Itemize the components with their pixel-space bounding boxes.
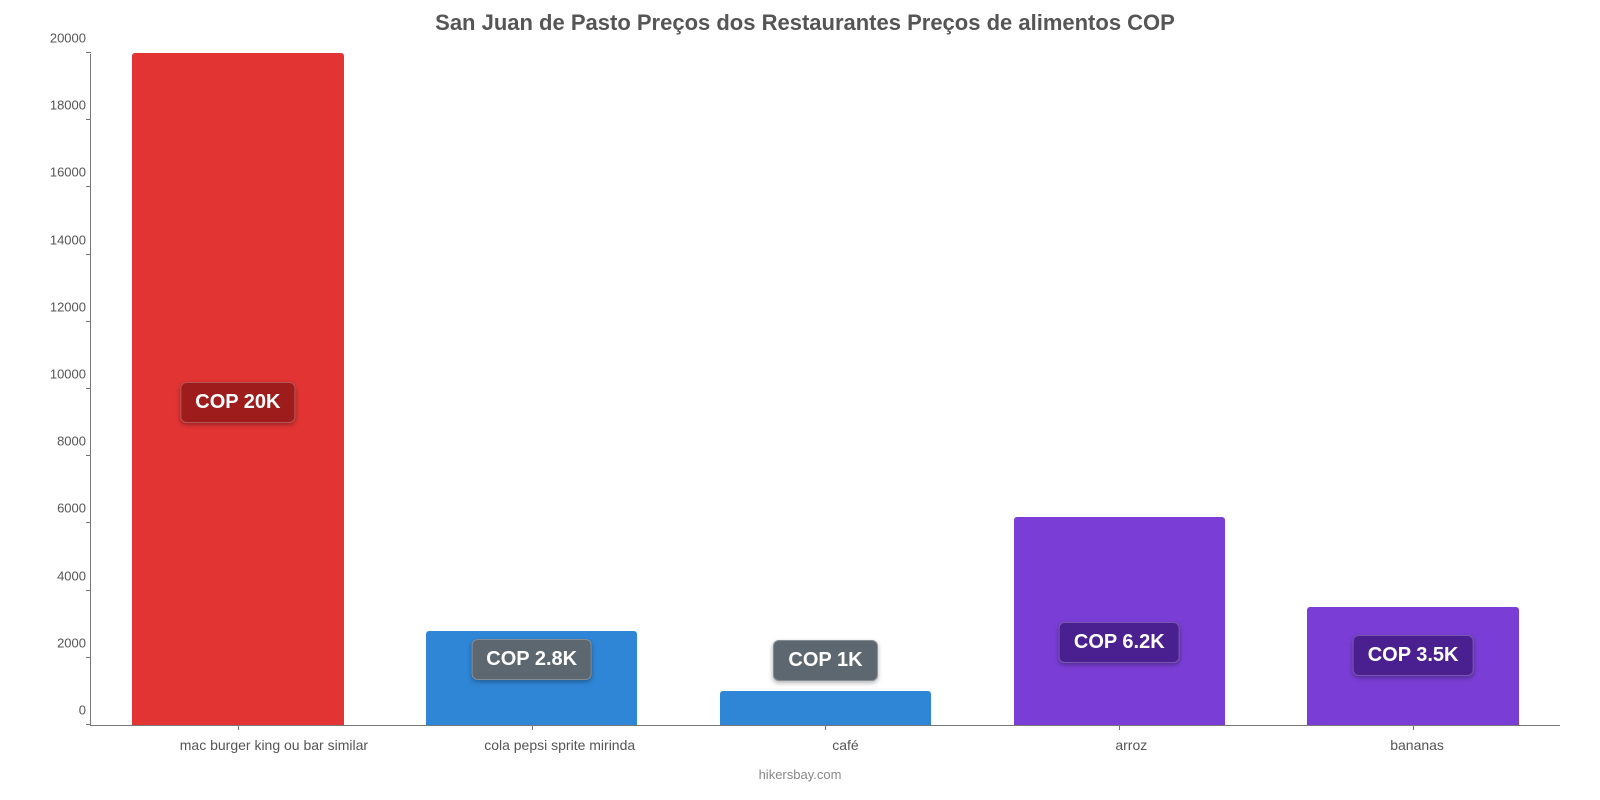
x-tick-label: mac burger king ou bar similar (131, 737, 417, 753)
bar: COP 6.2K (1014, 517, 1226, 725)
bar-slot: COP 2.8K (385, 54, 679, 725)
x-axis: mac burger king ou bar similarcola pepsi… (131, 737, 1560, 753)
y-tick-label: 2000 (41, 635, 86, 650)
y-tick-label: 8000 (41, 434, 86, 449)
x-tick-label: cola pepsi sprite mirinda (417, 737, 703, 753)
bar-value-label: COP 2.8K (471, 639, 592, 680)
bars-region: COP 20K COP 2.8K COP 1K COP 6.2K COP 3.5K (91, 54, 1560, 725)
x-tick-mark (238, 725, 239, 730)
bar-slot: COP 3.5K (1266, 54, 1560, 725)
bar: COP 1K (720, 691, 932, 725)
bar-value-label: COP 20K (180, 382, 295, 423)
x-tick-label: arroz (988, 737, 1274, 753)
bar-value-label: COP 6.2K (1059, 622, 1180, 663)
y-tick-label: 4000 (41, 568, 86, 583)
chart-title: San Juan de Pasto Preços dos Restaurante… (50, 10, 1560, 36)
y-tick-mark (86, 254, 91, 255)
y-tick-label: 20000 (41, 31, 86, 46)
y-tick-mark (86, 119, 91, 120)
y-tick-mark (86, 657, 91, 658)
x-tick-mark (532, 725, 533, 730)
bar-value-label: COP 3.5K (1353, 635, 1474, 676)
y-tick-label: 10000 (41, 367, 86, 382)
x-tick-label: bananas (1274, 737, 1560, 753)
plot-area: 0200040006000800010000120001400016000180… (90, 54, 1560, 726)
x-tick-mark (1413, 725, 1414, 730)
x-tick-mark (825, 725, 826, 730)
bar-slot: COP 20K (91, 54, 385, 725)
y-tick-mark (86, 522, 91, 523)
chart-container: San Juan de Pasto Preços dos Restaurante… (50, 10, 1560, 740)
x-tick-label: café (703, 737, 989, 753)
y-axis: 0 2000 4000 6000 8000 10000 12000 14000 16000 180… (41, 54, 86, 725)
y-tick-label: 18000 (41, 98, 86, 113)
bar-slot: COP 6.2K (972, 54, 1266, 725)
bar: COP 3.5K (1307, 607, 1519, 725)
y-tick-label: 12000 (41, 299, 86, 314)
attribution-text: hikersbay.com (0, 767, 1600, 782)
y-tick-mark (86, 321, 91, 322)
y-tick-mark (86, 52, 91, 53)
y-tick-label: 0 (41, 703, 86, 718)
x-tick-mark (1119, 725, 1120, 730)
y-tick-mark (86, 186, 91, 187)
y-tick-label: 14000 (41, 232, 86, 247)
bar-slot: COP 1K (679, 54, 973, 725)
bar: COP 20K (132, 53, 344, 725)
y-tick-mark (86, 590, 91, 591)
y-tick-mark (86, 388, 91, 389)
y-tick-mark (86, 455, 91, 456)
y-tick-label: 16000 (41, 165, 86, 180)
bar: COP 2.8K (426, 631, 638, 725)
y-tick-label: 6000 (41, 501, 86, 516)
y-tick-mark (86, 724, 91, 725)
bar-value-label: COP 1K (773, 640, 877, 681)
